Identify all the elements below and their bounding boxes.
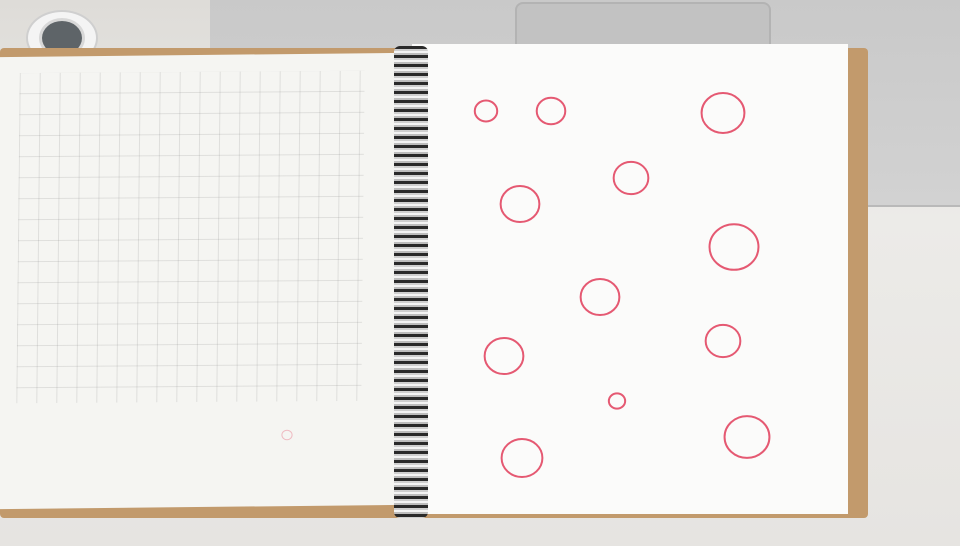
drawn-circle bbox=[612, 160, 650, 196]
drawn-circle bbox=[500, 438, 544, 478]
drawn-circle bbox=[499, 184, 541, 224]
spiral-binding bbox=[394, 46, 428, 518]
drawn-circle bbox=[704, 323, 742, 359]
drawn-circle bbox=[281, 429, 293, 441]
drawn-circle bbox=[700, 92, 746, 134]
drawn-circle bbox=[708, 223, 760, 271]
drawn-circle bbox=[473, 99, 499, 123]
drawn-circle bbox=[535, 96, 567, 126]
drawn-circle bbox=[607, 392, 627, 410]
drawn-circle bbox=[723, 415, 771, 459]
drawn-circle bbox=[483, 336, 525, 376]
drawn-circle bbox=[579, 277, 621, 317]
